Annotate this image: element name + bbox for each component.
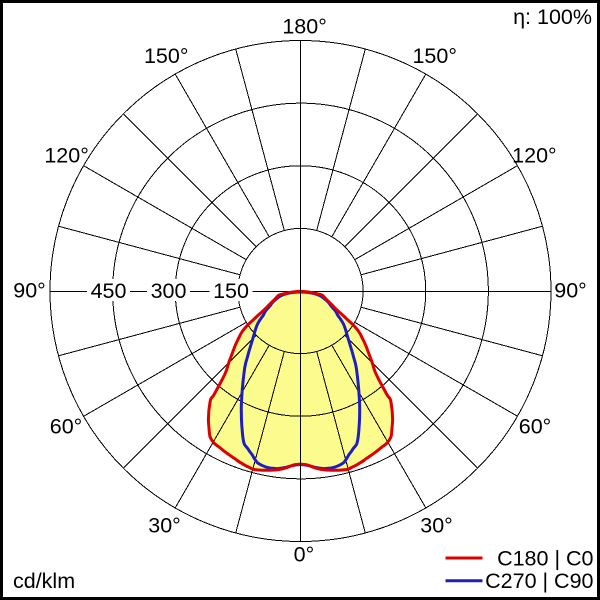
svg-text:60°: 60° [50,415,83,439]
svg-text:η: 100%: η: 100% [513,5,592,29]
svg-text:120°: 120° [44,144,88,168]
svg-text:0°: 0° [294,543,315,567]
svg-text:90°: 90° [554,279,587,303]
svg-text:120°: 120° [512,144,556,168]
svg-text:90°: 90° [13,279,46,303]
svg-text:150°: 150° [144,44,188,68]
svg-text:C180 | C0: C180 | C0 [497,547,593,571]
svg-text:150: 150 [213,279,249,303]
svg-text:180°: 180° [282,15,326,39]
svg-text:300: 300 [151,279,187,303]
svg-text:30°: 30° [148,514,181,538]
svg-text:150°: 150° [412,44,456,68]
svg-text:30°: 30° [420,514,453,538]
svg-text:C270 | C90: C270 | C90 [485,569,593,593]
svg-text:60°: 60° [519,415,552,439]
svg-text:cd/klm: cd/klm [13,569,75,593]
svg-text:450: 450 [91,279,127,303]
